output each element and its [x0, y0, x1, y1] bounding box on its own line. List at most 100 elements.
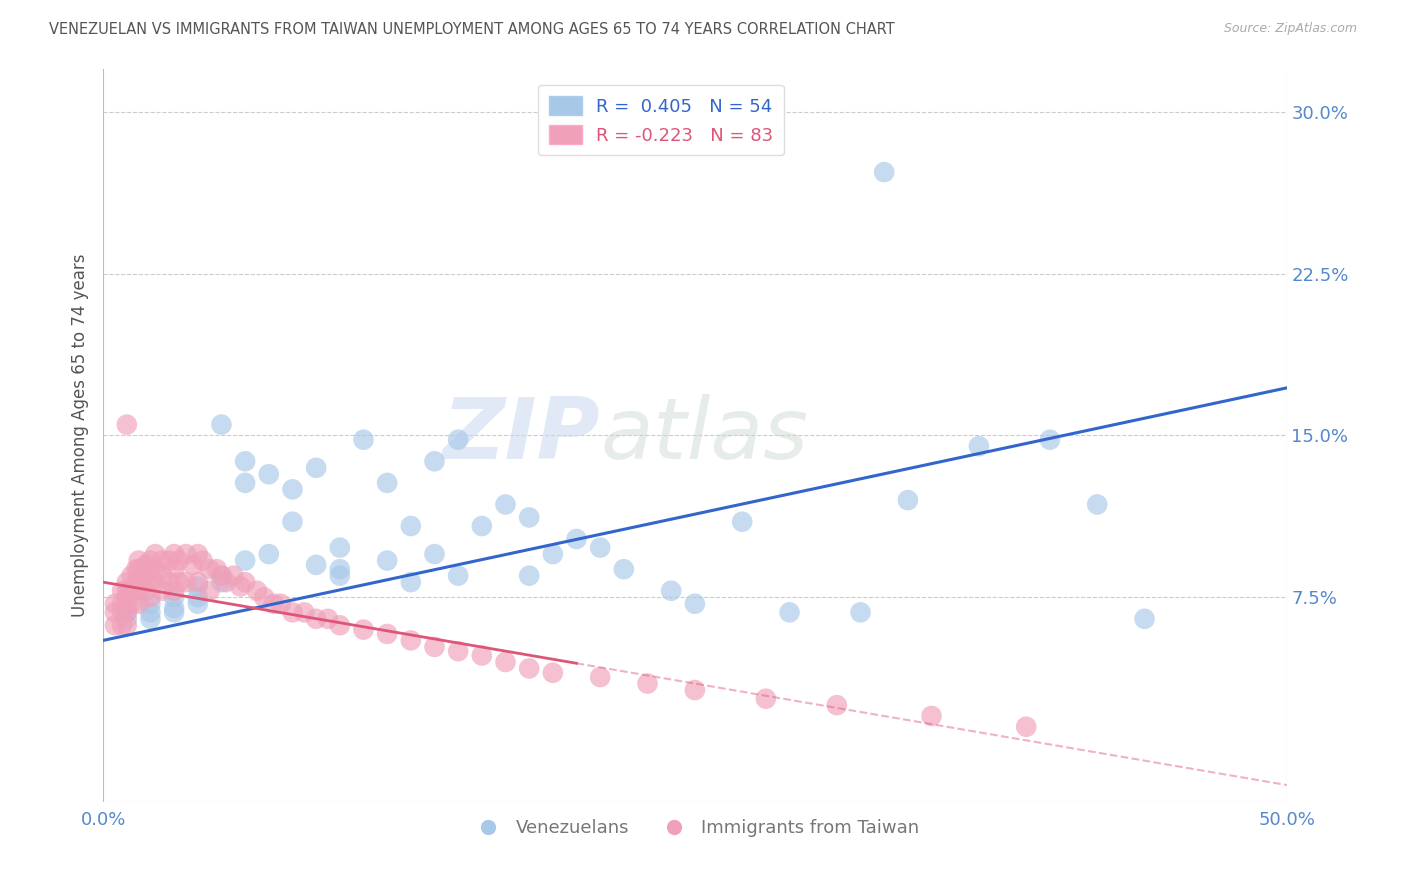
- Point: [229, 579, 252, 593]
- Text: atlas: atlas: [600, 394, 808, 477]
- Point: [257, 547, 280, 561]
- Point: [139, 591, 162, 605]
- Point: [128, 562, 150, 576]
- Point: [115, 583, 138, 598]
- Point: [187, 597, 209, 611]
- Point: [128, 553, 150, 567]
- Point: [104, 597, 127, 611]
- Point: [613, 562, 636, 576]
- Point: [233, 575, 256, 590]
- Point: [167, 575, 190, 590]
- Text: ZIP: ZIP: [443, 394, 600, 477]
- Point: [375, 475, 398, 490]
- Point: [198, 583, 221, 598]
- Point: [305, 612, 328, 626]
- Point: [471, 648, 494, 663]
- Point: [143, 562, 166, 576]
- Point: [253, 591, 276, 605]
- Point: [495, 498, 517, 512]
- Point: [150, 568, 173, 582]
- Point: [873, 165, 896, 179]
- Point: [174, 547, 197, 561]
- Point: [115, 417, 138, 432]
- Point: [683, 597, 706, 611]
- Point: [399, 633, 422, 648]
- Point: [121, 583, 143, 598]
- Point: [353, 433, 375, 447]
- Point: [637, 676, 659, 690]
- Point: [447, 644, 470, 658]
- Point: [157, 553, 180, 567]
- Point: [921, 709, 943, 723]
- Point: [1039, 433, 1062, 447]
- Point: [399, 575, 422, 590]
- Point: [163, 591, 186, 605]
- Point: [104, 618, 127, 632]
- Point: [128, 597, 150, 611]
- Point: [517, 510, 540, 524]
- Point: [447, 433, 470, 447]
- Point: [305, 558, 328, 572]
- Point: [683, 683, 706, 698]
- Point: [135, 558, 157, 572]
- Point: [181, 558, 204, 572]
- Point: [589, 670, 612, 684]
- Point: [187, 591, 209, 605]
- Point: [517, 568, 540, 582]
- Text: Source: ZipAtlas.com: Source: ZipAtlas.com: [1223, 22, 1357, 36]
- Point: [115, 618, 138, 632]
- Point: [163, 601, 186, 615]
- Point: [329, 562, 352, 576]
- Point: [115, 591, 138, 605]
- Point: [755, 691, 778, 706]
- Point: [731, 515, 754, 529]
- Point: [825, 698, 848, 713]
- Point: [187, 547, 209, 561]
- Point: [143, 575, 166, 590]
- Point: [353, 623, 375, 637]
- Point: [111, 583, 134, 598]
- Point: [205, 562, 228, 576]
- Point: [187, 579, 209, 593]
- Point: [471, 519, 494, 533]
- Point: [139, 597, 162, 611]
- Point: [150, 583, 173, 598]
- Point: [163, 583, 186, 598]
- Point: [135, 568, 157, 582]
- Point: [121, 568, 143, 582]
- Point: [375, 627, 398, 641]
- Point: [222, 568, 245, 582]
- Point: [111, 597, 134, 611]
- Point: [565, 532, 588, 546]
- Y-axis label: Unemployment Among Ages 65 to 74 years: Unemployment Among Ages 65 to 74 years: [72, 253, 89, 617]
- Point: [128, 583, 150, 598]
- Point: [198, 562, 221, 576]
- Point: [233, 454, 256, 468]
- Point: [329, 568, 352, 582]
- Point: [305, 460, 328, 475]
- Point: [257, 467, 280, 482]
- Point: [135, 583, 157, 598]
- Point: [115, 612, 138, 626]
- Point: [211, 568, 233, 582]
- Point: [157, 575, 180, 590]
- Point: [1133, 612, 1156, 626]
- Point: [263, 597, 285, 611]
- Point: [143, 547, 166, 561]
- Point: [139, 562, 162, 576]
- Point: [139, 605, 162, 619]
- Point: [191, 553, 214, 567]
- Point: [246, 583, 269, 598]
- Point: [849, 605, 872, 619]
- Text: VENEZUELAN VS IMMIGRANTS FROM TAIWAN UNEMPLOYMENT AMONG AGES 65 TO 74 YEARS CORR: VENEZUELAN VS IMMIGRANTS FROM TAIWAN UNE…: [49, 22, 896, 37]
- Legend: Venezuelans, Immigrants from Taiwan: Venezuelans, Immigrants from Taiwan: [463, 812, 927, 845]
- Point: [125, 575, 148, 590]
- Point: [111, 605, 134, 619]
- Point: [111, 618, 134, 632]
- Point: [233, 553, 256, 567]
- Point: [163, 605, 186, 619]
- Point: [281, 605, 304, 619]
- Point: [779, 605, 801, 619]
- Point: [897, 493, 920, 508]
- Point: [150, 553, 173, 567]
